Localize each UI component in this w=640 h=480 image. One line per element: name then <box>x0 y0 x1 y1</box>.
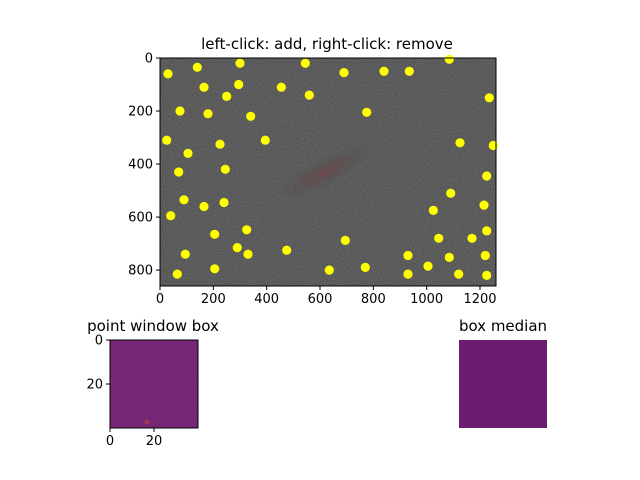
point-marker[interactable] <box>304 90 314 100</box>
point-marker[interactable] <box>242 225 252 235</box>
point-marker[interactable] <box>179 195 189 205</box>
point-marker[interactable] <box>482 270 492 280</box>
main-image[interactable] <box>160 54 498 286</box>
point-marker[interactable] <box>480 250 490 261</box>
y-tick-label: 400 <box>128 158 153 173</box>
point-marker[interactable] <box>210 229 220 239</box>
point-marker[interactable] <box>404 66 414 76</box>
y-tick-label: 200 <box>128 105 153 120</box>
point-marker[interactable] <box>484 93 494 103</box>
point-marker[interactable] <box>246 111 256 121</box>
x-tick-label: 200 <box>201 292 226 307</box>
y-tick-label: 800 <box>128 264 153 279</box>
window-x-tick-label: 20 <box>146 434 163 449</box>
x-tick-label: 400 <box>254 292 279 307</box>
point-marker[interactable] <box>172 269 182 279</box>
point-marker[interactable] <box>428 205 438 215</box>
x-tick-label: 600 <box>308 292 333 307</box>
point-marker[interactable] <box>162 135 172 145</box>
main-y-axis: 0 200 400 600 800 <box>128 52 160 279</box>
point-marker[interactable] <box>243 249 253 259</box>
point-marker[interactable] <box>362 107 372 117</box>
point-marker[interactable] <box>235 58 245 68</box>
point-marker[interactable] <box>175 106 185 116</box>
point-marker[interactable] <box>454 269 464 279</box>
point-marker[interactable] <box>199 201 209 212</box>
point-marker[interactable] <box>467 233 477 243</box>
point-marker[interactable] <box>174 167 184 177</box>
point-marker[interactable] <box>166 211 176 221</box>
point-marker[interactable] <box>276 82 286 92</box>
x-tick-label: 1200 <box>463 292 496 307</box>
point-marker[interactable] <box>339 68 349 78</box>
main-x-axis: 0 200 400 600 800 1000 1200 <box>156 286 497 307</box>
point-marker[interactable] <box>446 188 456 198</box>
point-marker[interactable] <box>282 245 292 255</box>
window-box-x-axis: 0 20 <box>106 428 162 449</box>
y-tick-label: 0 <box>145 52 153 67</box>
point-marker[interactable] <box>360 262 370 272</box>
point-marker[interactable] <box>215 139 225 149</box>
point-marker[interactable] <box>482 226 492 236</box>
point-marker[interactable] <box>379 66 389 76</box>
point-marker[interactable] <box>232 243 242 253</box>
point-marker[interactable] <box>210 264 220 274</box>
point-marker[interactable] <box>203 109 213 119</box>
point-marker[interactable] <box>479 200 489 210</box>
point-marker[interactable] <box>163 69 173 79</box>
nebula-glow <box>278 144 372 200</box>
window-box-y-axis: 0 20 <box>86 334 110 393</box>
point-marker[interactable] <box>219 197 229 208</box>
point-marker[interactable] <box>403 269 413 279</box>
point-marker[interactable] <box>444 54 454 64</box>
point-marker[interactable] <box>324 265 334 275</box>
point-marker[interactable] <box>192 62 202 72</box>
window-x-tick-label: 0 <box>106 434 114 449</box>
point-marker[interactable] <box>455 138 465 148</box>
point-marker[interactable] <box>183 148 193 158</box>
point-marker[interactable] <box>300 58 310 68</box>
point-marker[interactable] <box>340 235 350 245</box>
point-marker[interactable] <box>222 91 232 101</box>
window-box-axes: point window box 0 20 0 20 <box>86 317 219 449</box>
point-marker[interactable] <box>403 250 413 261</box>
point-marker[interactable] <box>482 171 492 181</box>
window-box-noise <box>110 340 198 428</box>
window-box-title: point window box <box>87 317 219 335</box>
y-tick-label: 600 <box>128 211 153 226</box>
point-marker[interactable] <box>444 252 454 262</box>
main-plot-title: left-click: add, right-click: remove <box>201 35 453 53</box>
x-tick-label: 800 <box>361 292 386 307</box>
point-marker[interactable] <box>220 164 230 174</box>
point-marker[interactable] <box>199 82 209 92</box>
point-marker[interactable] <box>434 233 444 243</box>
main-axes-frame <box>159 57 497 287</box>
point-marker[interactable] <box>234 79 244 90</box>
median-box-image <box>459 340 547 428</box>
median-box-title: box median <box>459 317 547 335</box>
x-tick-label: 0 <box>156 292 164 307</box>
point-marker[interactable] <box>423 261 433 271</box>
main-image-axes[interactable]: left-click: add, right-click: remove 0 20… <box>128 35 498 307</box>
point-marker[interactable] <box>260 135 270 145</box>
window-box-hotspot <box>144 419 150 425</box>
x-tick-label: 1000 <box>410 292 443 307</box>
point-marker[interactable] <box>488 140 498 151</box>
median-box-axes: box median <box>459 317 547 428</box>
main-markers[interactable] <box>162 54 498 280</box>
window-y-tick-label: 0 <box>95 334 103 349</box>
window-y-tick-label: 20 <box>86 378 103 393</box>
point-marker[interactable] <box>180 249 190 259</box>
